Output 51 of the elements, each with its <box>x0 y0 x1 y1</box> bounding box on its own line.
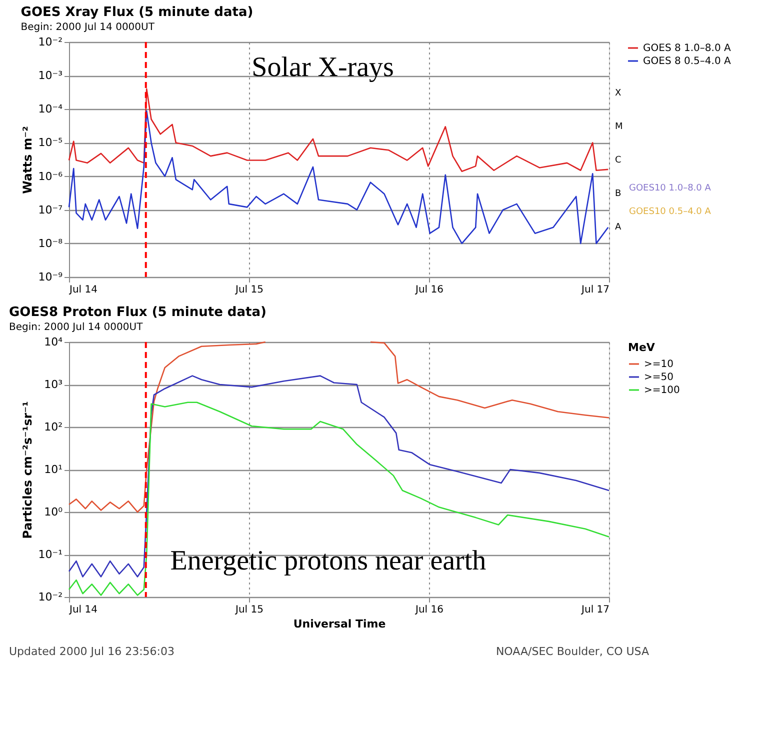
text: M <box>615 122 623 132</box>
y-tick-label: 10⁻¹ <box>38 548 62 561</box>
y-tick-label: 10⁻² <box>38 36 62 48</box>
text: Updated 2000 Jul 16 23:56:03 <box>9 645 174 658</box>
line-series <box>68 110 609 244</box>
text: C <box>615 156 622 166</box>
y-tick-label: 10⁻⁹ <box>38 270 62 284</box>
y-axis-title: Watts m⁻² <box>20 126 34 194</box>
y-tick-label: 10⁴ <box>44 336 64 348</box>
legend-label: >=10 <box>644 359 674 370</box>
x-tick-label: Jul 14 <box>68 604 98 616</box>
y-tick-label: 10⁻⁴ <box>38 102 64 116</box>
y-tick-label: 10² <box>44 420 62 434</box>
x-axis-title: Universal Time <box>293 618 386 630</box>
text: A <box>615 222 622 233</box>
x-tick-label: Jul 15 <box>234 604 264 616</box>
y-tick-label: 10⁻⁸ <box>38 236 64 250</box>
annotation: Solar X-rays <box>252 52 394 83</box>
chart-title: GOES Xray Flux (5 minute data) <box>20 5 254 20</box>
x-tick-label: Jul 17 <box>580 604 610 616</box>
line-series <box>68 402 610 596</box>
text: GOES10 1.0–8.0 A <box>629 184 712 194</box>
legend-label: >=50 <box>644 372 674 383</box>
x-tick-label: Jul 15 <box>234 284 264 296</box>
y-tick-label: 10¹ <box>44 463 62 476</box>
x-tick-label: Jul 17 <box>580 284 610 296</box>
legend-label: >=100 <box>644 385 680 396</box>
line-series <box>68 375 610 578</box>
legend-title: MeV <box>628 341 656 354</box>
x-tick-label: Jul 14 <box>68 284 98 296</box>
x-tick-label: Jul 16 <box>414 284 444 296</box>
text: GOES10 0.5–4.0 A <box>629 207 712 218</box>
y-tick-label: 10⁻⁷ <box>38 203 62 216</box>
y-axis-title: Particles cm⁻²s⁻¹sr⁻¹ <box>20 401 34 539</box>
x-tick-label: Jul 16 <box>414 604 444 616</box>
chart-subtitle: Begin: 2000 Jul 14 0000UT <box>9 322 144 333</box>
y-tick-label: 10³ <box>44 378 62 391</box>
annotation: Energetic protons near earth <box>170 545 486 576</box>
line-series <box>68 88 609 172</box>
legend-label: GOES 8 1.0–8.0 A <box>643 43 731 54</box>
chart-title: GOES8 Proton Flux (5 minute data) <box>9 305 266 320</box>
y-tick-label: 10⁰ <box>44 506 64 518</box>
y-tick-label: 10⁻⁵ <box>38 136 62 150</box>
y-tick-label: 10⁻³ <box>38 69 62 82</box>
y-tick-label: 10⁻² <box>38 590 62 604</box>
legend-label: GOES 8 0.5–4.0 A <box>643 56 731 67</box>
chart-subtitle: Begin: 2000 Jul 14 0000UT <box>20 22 156 33</box>
text: X <box>615 88 622 98</box>
text: B <box>615 189 622 200</box>
text: NOAA/SEC Boulder, CO USA <box>496 645 650 658</box>
y-tick-label: 10⁻⁶ <box>38 170 64 183</box>
